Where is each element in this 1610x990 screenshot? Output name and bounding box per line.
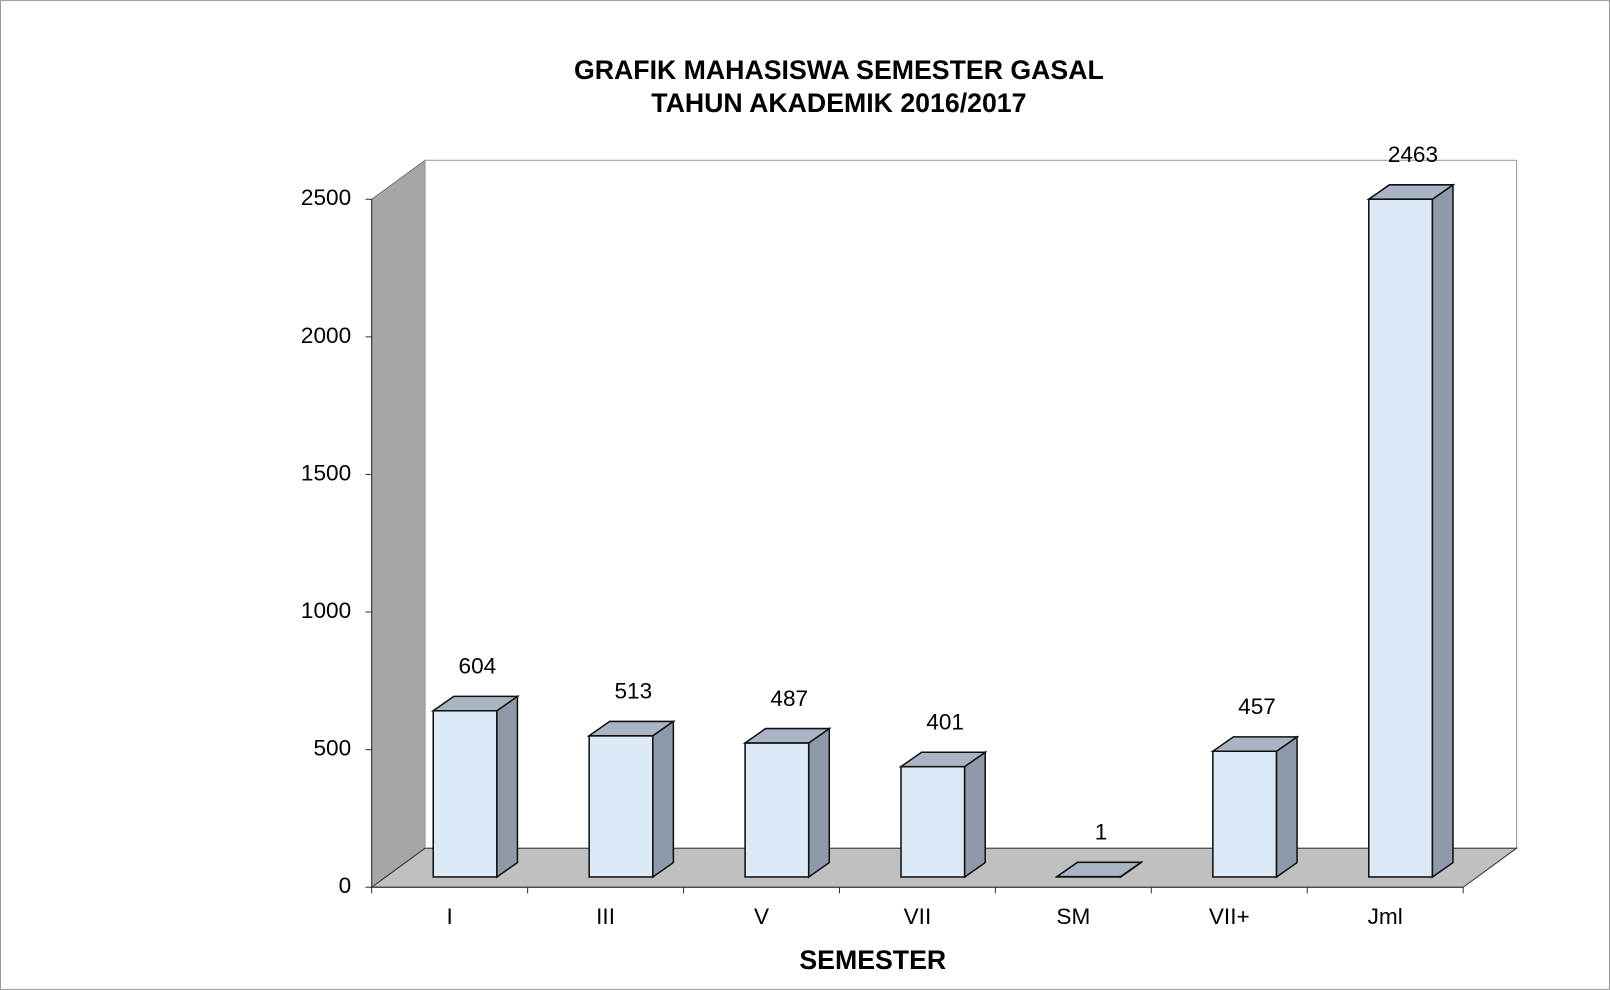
y-tick-label: 0 [339, 873, 352, 898]
bar-side [1431, 183, 1454, 879]
value-label: 513 [614, 679, 652, 704]
value-label: 457 [1238, 694, 1276, 719]
bar-side [807, 727, 831, 879]
value-label: 401 [926, 709, 964, 734]
y-tick-label: 2000 [301, 323, 351, 348]
bar [898, 750, 988, 879]
bar [430, 694, 520, 879]
y-tick-label: 1000 [301, 598, 351, 623]
bar-top [586, 720, 676, 737]
bar [586, 719, 676, 879]
x-tick-label: Jml [1368, 904, 1403, 929]
bar-front [1368, 198, 1434, 878]
bar [742, 727, 832, 879]
value-label: 2463 [1388, 142, 1438, 167]
x-tick-label: I [447, 904, 453, 929]
bar-top [1054, 861, 1144, 878]
bar [1366, 183, 1456, 879]
y-tick-label: 1500 [301, 460, 351, 485]
bar [1054, 860, 1144, 879]
bar-front [1212, 750, 1278, 878]
chart-subtitle: TAHUN AKADEMIK 2016/2017 [651, 88, 1026, 118]
x-tick-label: VII [904, 904, 932, 929]
x-tick-label: V [754, 904, 769, 929]
x-tick-label: III [596, 904, 615, 929]
chart-title: GRAFIK MAHASISWA SEMESTER GASAL [574, 55, 1104, 85]
bar-top [898, 751, 988, 768]
bar-front [744, 742, 810, 878]
bar-top [742, 727, 832, 744]
y-tick-label: 2500 [301, 185, 351, 210]
bar-side [652, 719, 675, 879]
bar-side [496, 694, 519, 879]
x-tick-label: SM [1056, 904, 1090, 929]
x-axis-label: SEMESTER [799, 945, 946, 975]
y-tick-label: 500 [313, 736, 351, 761]
bar-front [432, 709, 498, 878]
bar-front [588, 735, 654, 878]
side-wall [371, 159, 426, 889]
bar-side [963, 750, 986, 879]
bar-top [1210, 736, 1300, 752]
value-label: 487 [770, 686, 808, 711]
bar-side [1275, 735, 1298, 879]
value-label: 1 [1095, 820, 1108, 845]
bar-top [430, 695, 520, 712]
bar-top [1366, 184, 1456, 200]
x-tick-label: VII+ [1209, 904, 1250, 929]
value-label: 604 [459, 654, 497, 679]
bar [1210, 735, 1300, 879]
bar-front [900, 765, 966, 878]
